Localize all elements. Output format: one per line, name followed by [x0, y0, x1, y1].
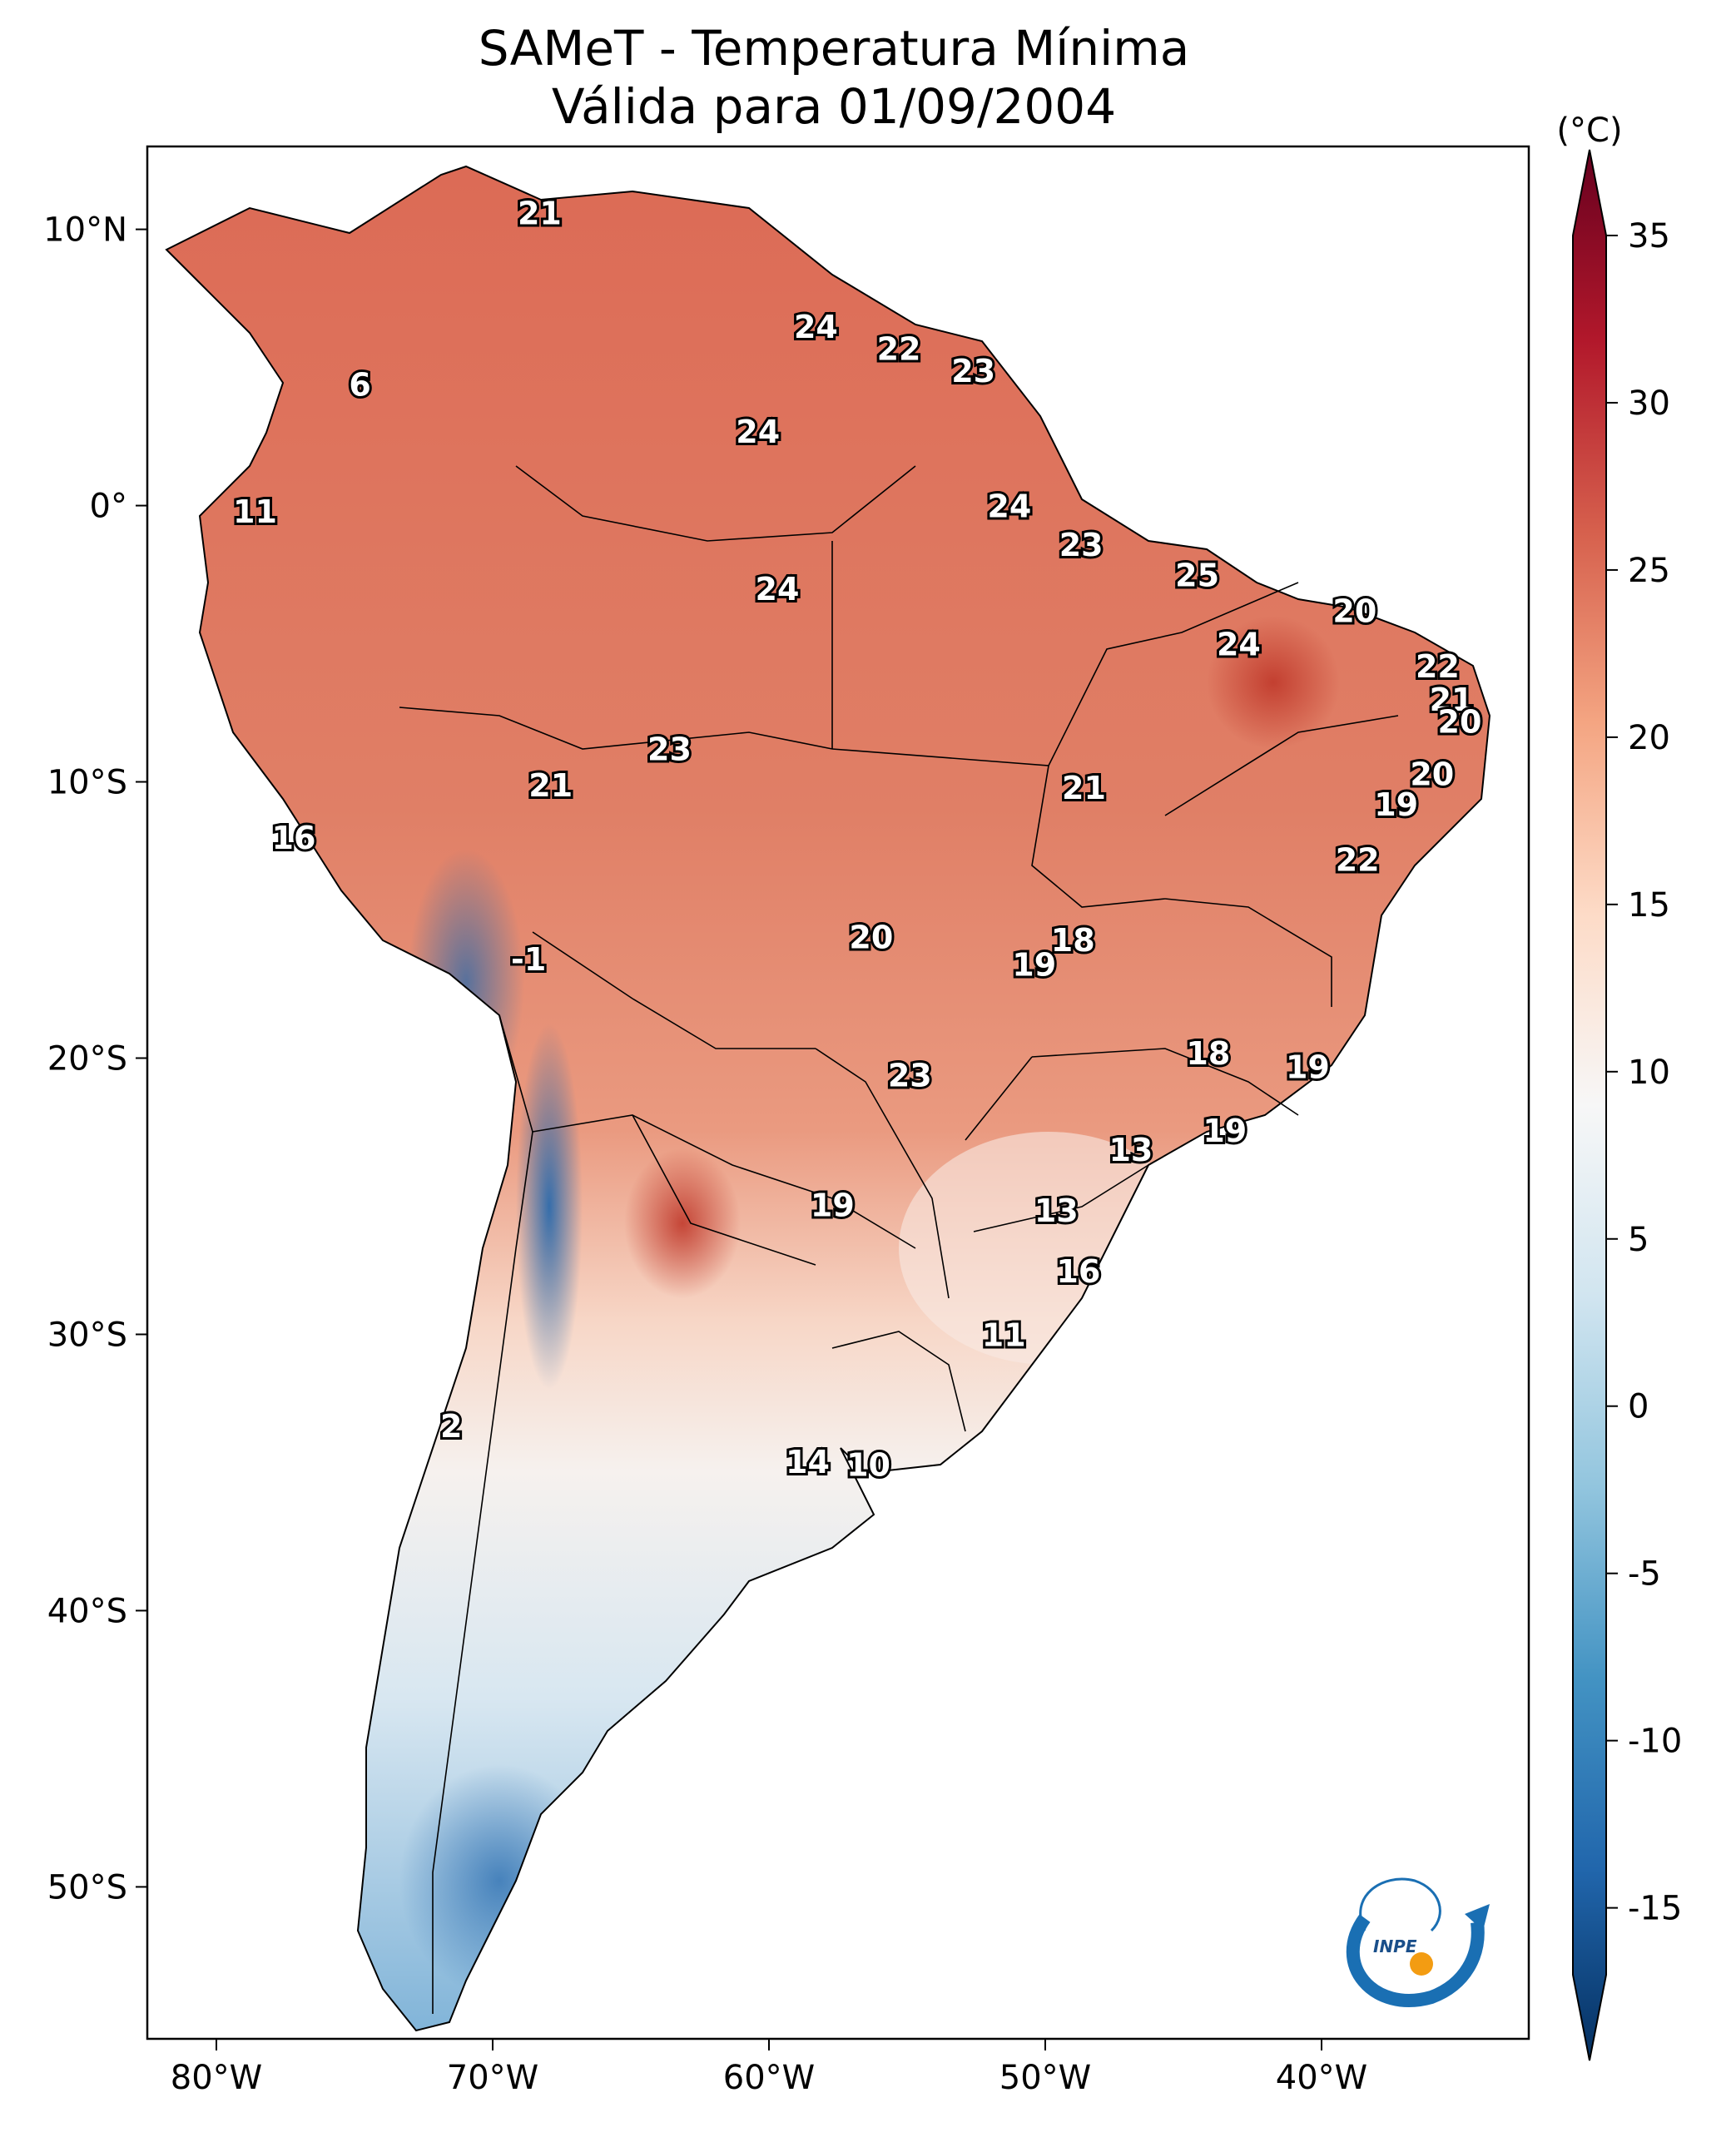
temperature-value-label: 20	[1332, 593, 1376, 630]
latitude-axis: 10°N 0° 10°S 20°S 30°S 40°S 50°S	[43, 211, 147, 1907]
colorbar: (°C) 35 30 25 20 15 10 5 0 -5 -10 -15	[1556, 112, 1682, 2061]
colorbar-tick-label: 15	[1628, 886, 1670, 925]
lat-tick-label: 10°N	[43, 211, 127, 250]
temperature-value-label: 24	[794, 309, 838, 345]
temperature-value-label: 11	[233, 493, 277, 530]
temperature-value-label: 6	[349, 366, 370, 403]
logo-text: INPE	[1373, 1936, 1417, 1956]
colorbar-gradient	[1572, 149, 1607, 2061]
lat-tick-label: 50°S	[47, 1868, 127, 1907]
lat-tick-label: 10°S	[47, 764, 127, 802]
temperature-value-label: 19	[1012, 947, 1056, 984]
lon-tick-label: 50°W	[999, 2059, 1091, 2097]
temperature-value-label: 20	[1410, 756, 1454, 793]
lon-tick-label: 40°W	[1276, 2059, 1367, 2097]
colorbar-tick-label: 20	[1628, 719, 1670, 757]
map-frame	[146, 145, 1530, 2040]
colorbar-tick-label: -5	[1628, 1555, 1661, 1594]
colorbar-tick-label: 30	[1628, 384, 1670, 423]
temperature-value-label: 21	[528, 767, 573, 804]
logo-orbit	[1359, 1877, 1441, 1932]
colorbar-ticks: 35 30 25 20 15 10 5 0 -5 -10 -15	[1606, 217, 1682, 1928]
temperature-value-label: 21	[1430, 682, 1474, 718]
temperature-value-label: 10	[846, 1447, 890, 1484]
temperature-value-label: 13	[1109, 1132, 1153, 1168]
lat-tick-label: 20°S	[47, 1040, 127, 1078]
temperature-value-label: 22	[877, 330, 921, 367]
temperature-value-label: 22	[1416, 648, 1460, 685]
country-borders	[399, 465, 1399, 2014]
temperature-value-label: 11	[982, 1316, 1026, 1353]
map-area	[147, 146, 1529, 2039]
temperature-value-label: 19	[1374, 786, 1418, 823]
logo-swoosh	[1346, 1914, 1485, 2007]
lon-tick-label: 70°W	[447, 2059, 538, 2097]
temperature-value-label: 19	[1203, 1113, 1247, 1149]
temperature-value-label: 24	[736, 414, 780, 450]
temperature-value-label: 24	[756, 571, 800, 607]
temperature-value-label: 20	[849, 919, 893, 955]
colorbar-unit: (°C)	[1556, 112, 1622, 150]
lat-tick-label: 0°	[90, 488, 127, 526]
temperature-value-label: 19	[811, 1187, 855, 1223]
lat-tick-label: 40°S	[47, 1592, 127, 1630]
temperature-value-label: 24	[987, 488, 1031, 525]
lon-tick-label: 80°W	[171, 2059, 262, 2097]
temperature-value-label: 22	[1336, 841, 1380, 878]
temperature-value-label: 14	[786, 1444, 830, 1480]
temperature-value-label: 23	[888, 1057, 932, 1093]
colorbar-tick-label: -10	[1628, 1723, 1682, 1761]
temperature-value-label: 19	[1286, 1049, 1330, 1085]
colorbar-tick-label: 5	[1628, 1221, 1649, 1259]
lat-tick-label: 30°S	[47, 1316, 127, 1354]
temperature-value-label: 13	[1034, 1193, 1079, 1229]
temperature-value-label: 18	[1051, 922, 1095, 959]
temperature-value-label: -1	[511, 941, 546, 978]
lon-tick-label: 60°W	[723, 2059, 815, 2097]
colorbar-tick-label: 0	[1628, 1388, 1649, 1426]
logo-arrow-icon	[1465, 1904, 1490, 1931]
longitude-axis: 80°W 70°W 60°W 50°W 40°W	[171, 2039, 1367, 2097]
colorbar-tick-label: -15	[1628, 1890, 1682, 1928]
chart-title-line2: Válida para 01/09/2004	[552, 78, 1116, 135]
temperature-value-label: 20	[1438, 703, 1482, 740]
colorbar-tick-label: 35	[1628, 217, 1670, 255]
temperature-value-label: 2	[440, 1408, 462, 1445]
temperature-value-label: 21	[518, 196, 562, 232]
chart-title-line1: SAMeT - Temperatura Mínima	[479, 20, 1190, 77]
temperature-value-label: 23	[647, 731, 692, 768]
logo-sun-icon	[1410, 1952, 1433, 1976]
temperature-value-label: 25	[1175, 558, 1219, 594]
temperature-value-label: 23	[951, 353, 995, 389]
temperature-value-label: 16	[272, 820, 316, 856]
temperature-value-label: 24	[1217, 627, 1261, 663]
temperature-value-label: 18	[1186, 1035, 1230, 1072]
inpe-logo: INPE	[1346, 1877, 1490, 2007]
colorbar-tick-label: 10	[1628, 1054, 1670, 1092]
temperature-value-label: 23	[1059, 527, 1104, 563]
temperature-value-label: 16	[1056, 1253, 1100, 1290]
colorbar-tick-label: 25	[1628, 552, 1670, 590]
temperature-value-label: 21	[1062, 770, 1106, 806]
continent-outline	[165, 165, 1491, 2032]
